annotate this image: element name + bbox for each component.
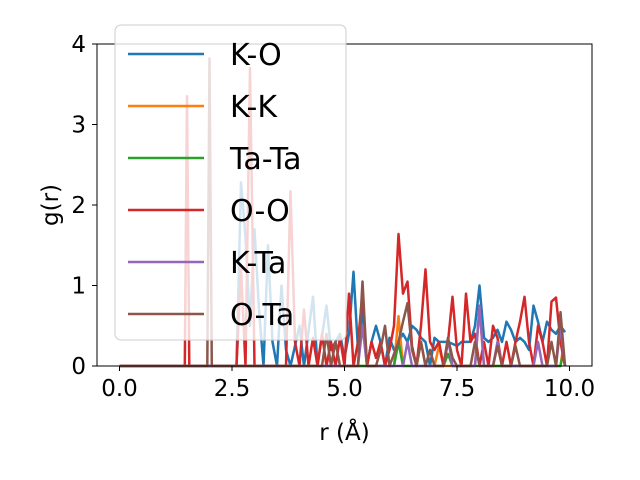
y-tick-label: 1 (71, 274, 86, 300)
x-axis-label: r (Å) (319, 418, 369, 446)
legend-entries: K-O K-K Ta-Ta O-O K-Ta O-Ta (128, 38, 302, 333)
x-tick-label: 7.5 (439, 376, 476, 402)
legend: K-O K-K Ta-Ta O-O K-Ta O-Ta (114, 24, 347, 341)
legend-label: K-K (230, 90, 278, 125)
y-axis-ticks: 0 1 2 3 4 (71, 32, 97, 380)
legend-label: O-Ta (230, 298, 294, 333)
legend-label: K-O (230, 38, 282, 73)
x-tick-label: 5.0 (326, 376, 363, 402)
y-tick-label: 3 (71, 113, 86, 139)
x-tick-label: 2.5 (214, 376, 251, 402)
y-axis-label: g(r) (38, 184, 64, 226)
legend-label: O-O (230, 194, 290, 229)
legend-label: Ta-Ta (229, 142, 302, 177)
legend-label: K-Ta (230, 246, 286, 281)
x-axis-ticks: 0.0 2.5 5.0 7.5 10.0 (101, 366, 595, 402)
y-tick-label: 0 (71, 354, 86, 380)
x-tick-label: 0.0 (101, 376, 138, 402)
y-tick-label: 4 (71, 32, 86, 58)
x-tick-label: 10.0 (544, 376, 595, 402)
y-tick-label: 2 (71, 193, 86, 219)
